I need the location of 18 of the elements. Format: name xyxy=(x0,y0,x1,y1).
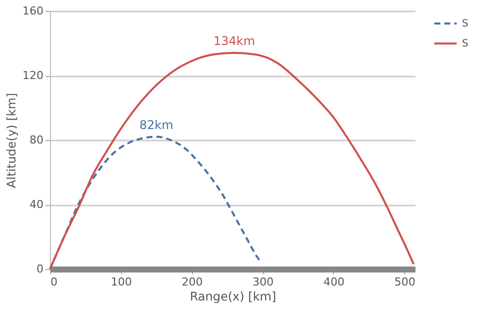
y-axis-title: Altitude(y) [km] xyxy=(4,92,19,188)
x-axis-title: Range(x) [km] xyxy=(190,290,276,304)
x-tick-label: 100 xyxy=(110,276,132,288)
x-tick-label: 400 xyxy=(323,276,344,288)
legend-label: S xyxy=(462,18,468,30)
x-tick-label: 500 xyxy=(394,276,416,288)
y-tick-label: 40 xyxy=(30,198,44,211)
line-series xyxy=(49,52,415,270)
legend-label: S xyxy=(462,38,468,50)
x-tick-label: 200 xyxy=(182,276,203,288)
x-tick-label: 0 xyxy=(50,276,58,288)
y-tick-label: 0 xyxy=(36,262,44,276)
annotation: 82km xyxy=(139,118,174,132)
x-tick-label: 300 xyxy=(252,276,274,288)
annotation: 134km xyxy=(214,34,256,48)
y-tick-label: 120 xyxy=(22,69,44,82)
y-tick-label: 160 xyxy=(22,4,44,18)
y-tick-label: 80 xyxy=(30,134,44,146)
